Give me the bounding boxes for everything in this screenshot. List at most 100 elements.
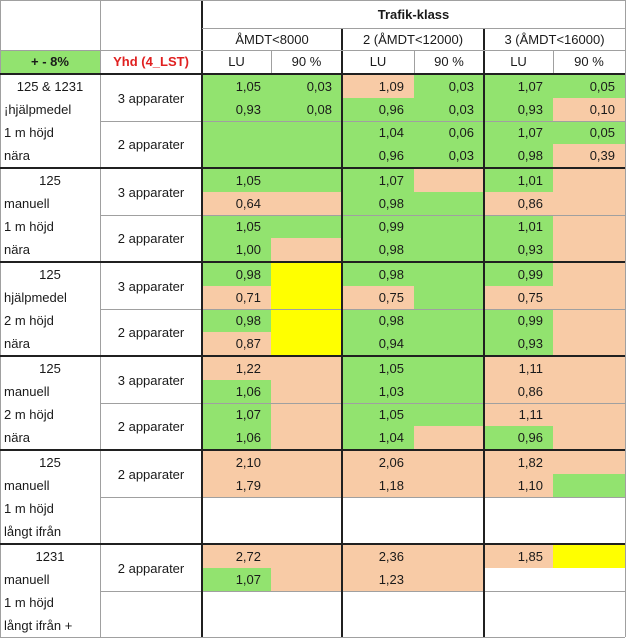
value-cell: 1,07: [484, 75, 553, 98]
column-header-90: 90 %: [271, 50, 342, 73]
value-cell: [553, 192, 625, 215]
value-cell: [271, 357, 342, 380]
value-cell: [271, 614, 342, 637]
value-cell: [271, 474, 342, 497]
block-label: 2 apparater: [100, 215, 202, 261]
value-cell: [271, 144, 342, 167]
value-cell: 1,07: [484, 121, 553, 144]
value-cell: 0,75: [484, 286, 553, 309]
value-cell: 1,05: [202, 75, 271, 98]
value-cell: 0,08: [271, 98, 342, 121]
header-title: Trafik-klass: [202, 0, 625, 28]
value-cell: [202, 144, 271, 167]
value-cell: [202, 591, 271, 614]
value-cell: 2,10: [202, 451, 271, 474]
value-cell: 0,39: [553, 144, 625, 167]
value-cell: 1,11: [484, 357, 553, 380]
value-cell: [271, 451, 342, 474]
value-cell: 1,05: [342, 357, 414, 380]
value-cell: [414, 497, 484, 520]
column-header-90: 90 %: [414, 50, 484, 73]
value-cell: [342, 520, 414, 543]
value-cell: 0,98: [484, 144, 553, 167]
value-cell: [484, 520, 553, 543]
value-cell: 0,06: [414, 121, 484, 144]
value-cell: [414, 474, 484, 497]
value-cell: [271, 520, 342, 543]
grid-vline: [625, 0, 626, 637]
value-cell: 0,71: [202, 286, 271, 309]
value-cell: 2,36: [342, 545, 414, 568]
value-cell: [271, 286, 342, 309]
value-cell: 1,23: [342, 568, 414, 591]
group-label: manuell: [0, 380, 100, 403]
value-cell: [271, 309, 342, 332]
value-cell: 0,96: [484, 426, 553, 449]
value-cell: [271, 169, 342, 192]
value-cell: [414, 169, 484, 192]
value-cell: [271, 215, 342, 238]
column-header-lu: LU: [484, 50, 553, 73]
value-cell: [414, 238, 484, 261]
value-cell: 0,93: [484, 332, 553, 355]
group-label: manuell: [0, 192, 100, 215]
value-cell: 0,93: [484, 238, 553, 261]
value-cell: [271, 332, 342, 355]
block-label: 3 apparater: [100, 357, 202, 403]
block-label: [100, 497, 202, 543]
value-cell: [271, 403, 342, 426]
yhd-label: Yhd (4_LST): [100, 50, 202, 73]
value-cell: 1,07: [342, 169, 414, 192]
value-cell: [414, 192, 484, 215]
value-cell: [414, 545, 484, 568]
value-cell: [553, 497, 625, 520]
group-label: nära: [0, 332, 100, 355]
value-cell: 0,86: [484, 380, 553, 403]
group-label: 125: [0, 357, 100, 380]
group-label: 1 m höjd: [0, 215, 100, 238]
value-cell: [553, 474, 625, 497]
group-label: nära: [0, 426, 100, 449]
value-cell: [553, 286, 625, 309]
value-cell: [553, 614, 625, 637]
group-label: ¡hjälpmedel: [0, 98, 100, 121]
value-cell: 0,64: [202, 192, 271, 215]
value-cell: 0,98: [342, 238, 414, 261]
value-cell: [271, 591, 342, 614]
value-cell: [414, 426, 484, 449]
value-cell: 0,96: [342, 144, 414, 167]
block-label: 3 apparater: [100, 169, 202, 215]
group-label: 1 m höjd: [0, 591, 100, 614]
value-cell: [414, 614, 484, 637]
value-cell: [553, 568, 625, 591]
group-label: 2 m höjd: [0, 309, 100, 332]
value-cell: [414, 332, 484, 355]
value-cell: 0,93: [202, 98, 271, 121]
value-cell: 1,05: [202, 169, 271, 192]
value-cell: 2,72: [202, 545, 271, 568]
value-cell: [414, 309, 484, 332]
block-label: 3 apparater: [100, 75, 202, 121]
value-cell: 1,18: [342, 474, 414, 497]
value-cell: 1,00: [202, 238, 271, 261]
value-cell: 0,98: [202, 263, 271, 286]
value-cell: [553, 215, 625, 238]
value-cell: 0,98: [342, 263, 414, 286]
column-header-90: 90 %: [553, 50, 625, 73]
value-cell: [414, 520, 484, 543]
group-label: 125: [0, 169, 100, 192]
block-label: 2 apparater: [100, 451, 202, 497]
group-label: långt ifrån: [0, 520, 100, 543]
tolerance-badge: + - 8%: [0, 50, 100, 73]
value-cell: [553, 520, 625, 543]
value-cell: 0,99: [484, 309, 553, 332]
value-cell: 1,04: [342, 121, 414, 144]
value-cell: [414, 451, 484, 474]
value-cell: 1,06: [202, 380, 271, 403]
value-cell: [553, 451, 625, 474]
block-label: 3 apparater: [100, 263, 202, 309]
group-label: nära: [0, 238, 100, 261]
value-cell: 0,05: [553, 75, 625, 98]
value-cell: 0,03: [414, 75, 484, 98]
